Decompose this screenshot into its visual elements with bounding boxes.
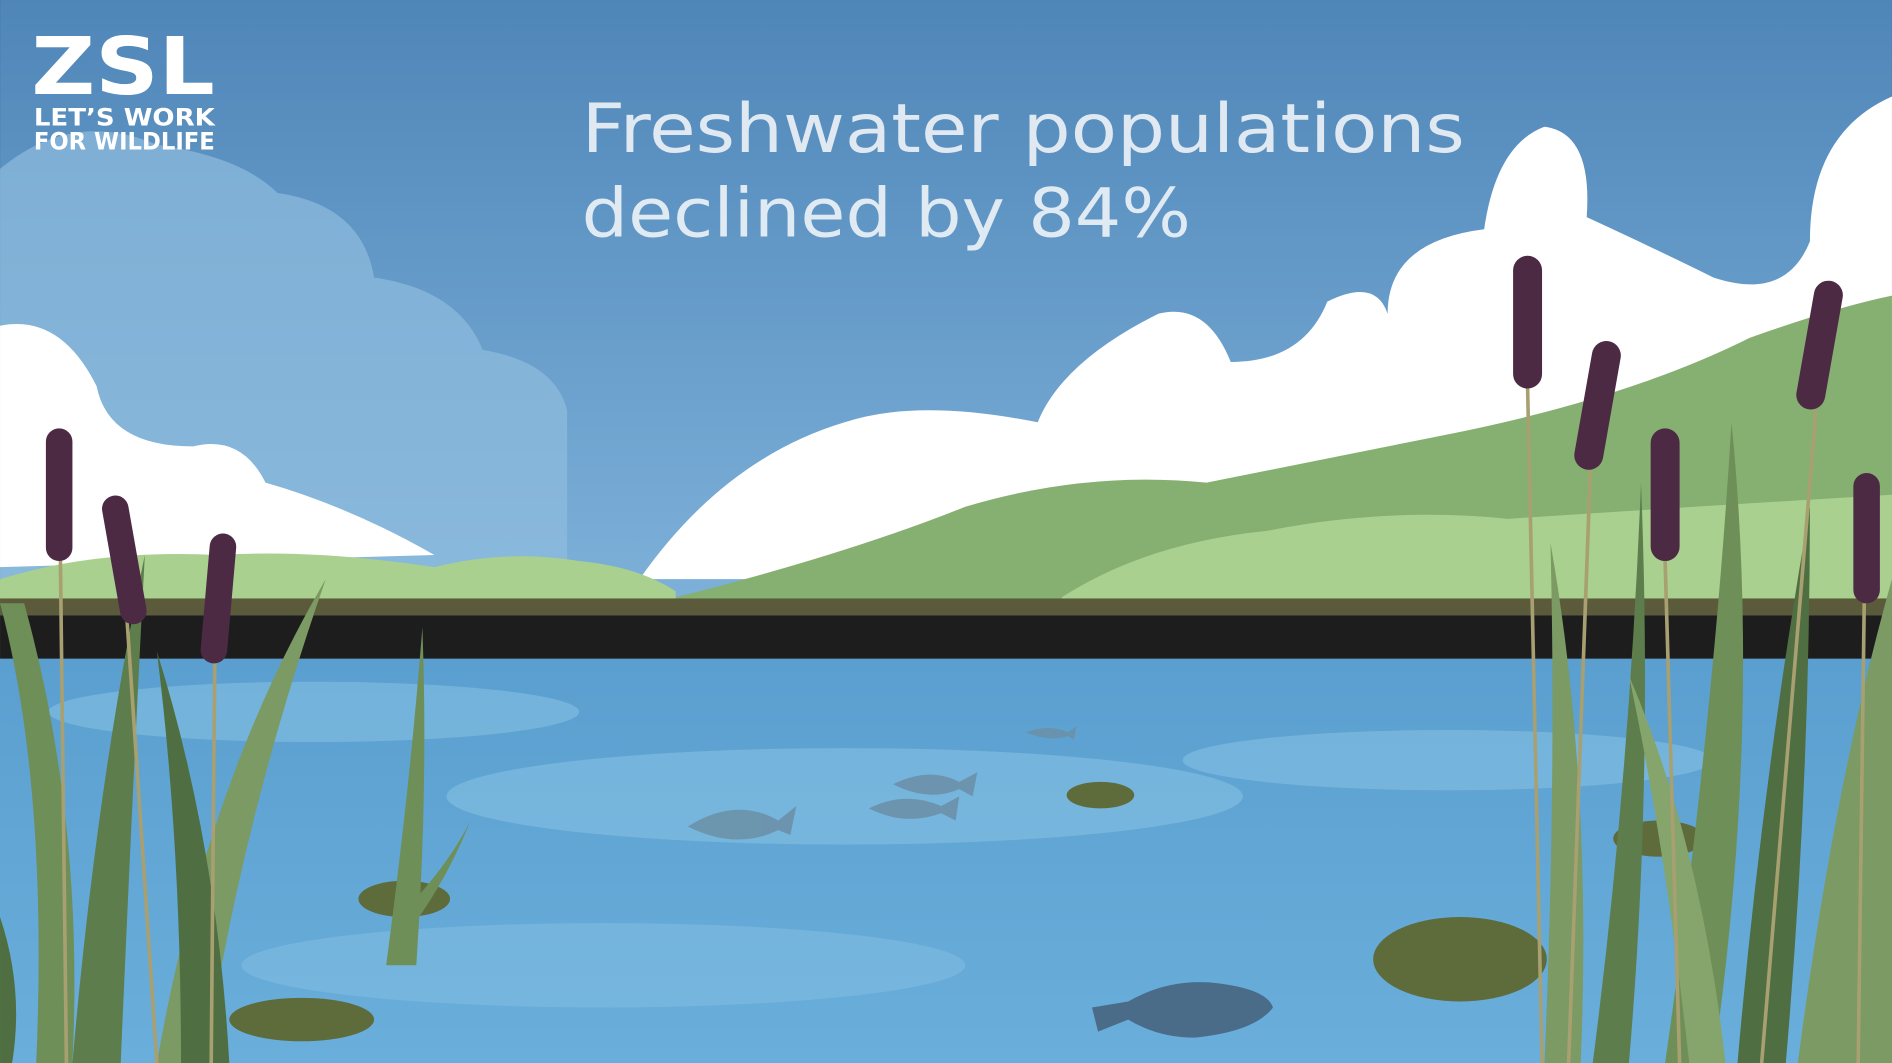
lily-pad	[1373, 917, 1547, 1001]
scene: ZSL LET’S WORK FOR WILDLIFE Freshwater p…	[0, 0, 1892, 1063]
bank-shadow	[0, 615, 1892, 658]
headline: declined by 84%	[582, 173, 1191, 252]
headline: Freshwater populations	[582, 89, 1465, 168]
cattail	[1651, 428, 1680, 561]
logo-name: ZSL	[31, 20, 214, 113]
water-ripple	[241, 923, 965, 1007]
cattail	[1513, 256, 1542, 389]
bank	[0, 598, 1892, 615]
cattail	[1853, 473, 1880, 603]
lily-pad	[1067, 782, 1135, 809]
cattail	[46, 428, 73, 561]
logo-tagline: FOR WILDLIFE	[34, 128, 215, 156]
hill	[0, 554, 676, 604]
lily-pad	[229, 998, 374, 1041]
